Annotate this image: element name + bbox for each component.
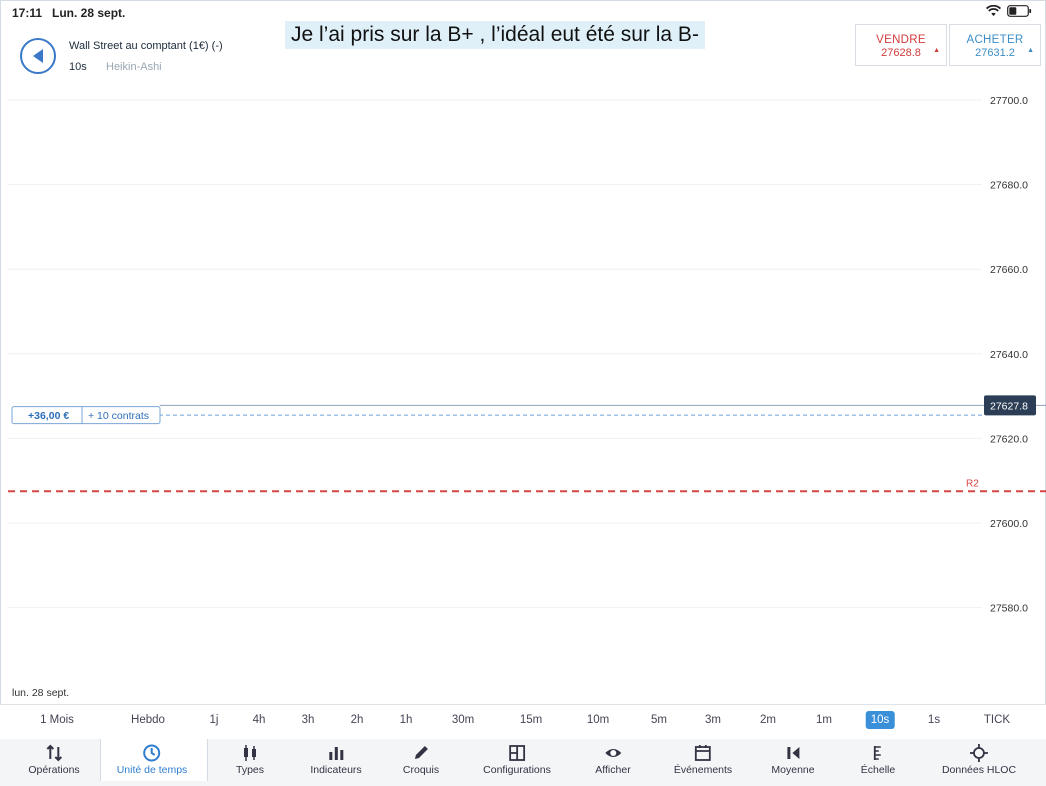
status-icons [986, 5, 1032, 17]
status-time: 17:11 [12, 6, 43, 20]
toolbar-scale-button[interactable]: Échelle [861, 739, 895, 781]
chart-period: 10s [69, 61, 87, 73]
timeframe-2h[interactable]: 2h [350, 714, 364, 726]
back-button[interactable] [20, 38, 56, 74]
toolbar-label: Moyenne [771, 764, 815, 776]
wifi-icon [986, 5, 1001, 16]
position-contracts: + 10 contrats [88, 410, 149, 422]
toolbar-eye-button[interactable]: Afficher [595, 739, 631, 781]
sort-arrows-icon [46, 744, 62, 762]
price-tick-label: 27680.0 [990, 180, 1028, 192]
sell-price: 27628.8 [881, 47, 921, 59]
r2-label: R2 [966, 478, 979, 489]
toolbar-bars-button[interactable]: Indicateurs [310, 739, 362, 781]
bars-icon [329, 747, 343, 760]
triangle-up-icon: ▲ [933, 47, 940, 54]
sell-button[interactable]: VENDRE 27628.8 ▲ [855, 24, 947, 66]
eye-icon [604, 749, 621, 757]
chart-grid [8, 99, 982, 609]
timeframe-30m[interactable]: 30m [451, 714, 475, 726]
crosshair-icon [970, 744, 988, 762]
price-tick-label: 27700.0 [990, 95, 1028, 107]
pencil-icon [415, 746, 428, 759]
toolbar-candles-button[interactable]: Types [236, 739, 264, 781]
toolbar-average-button[interactable]: Moyenne [771, 739, 815, 781]
toolbar-label: Croquis [402, 764, 440, 776]
price-tick-label: 27580.0 [990, 603, 1028, 615]
layout-icon [509, 745, 525, 761]
timeframe-10m[interactable]: 10m [586, 714, 610, 726]
toolbar-label: Types [235, 764, 265, 776]
toolbar-label: Unité de temps [116, 764, 188, 776]
toolbar-clock-button[interactable]: Unité de temps [116, 739, 188, 781]
horizontal-levels: R2 [8, 404, 1046, 493]
toolbar-crosshair-button[interactable]: Données HLOC [942, 739, 1016, 781]
sell-label: VENDRE [876, 34, 926, 46]
candles-icon [243, 745, 256, 761]
timeframe-tick[interactable]: TICK [983, 714, 1011, 726]
price-tick-label: 27620.0 [990, 433, 1028, 445]
toolbar-label: Opérations [28, 764, 80, 776]
instrument-name: Wall Street au comptant (1€) (-) [69, 40, 223, 52]
toolbar-sort-arrows-button[interactable]: Opérations [28, 739, 80, 781]
toolbar-label: Échelle [860, 764, 896, 776]
toolbar-layout-button[interactable]: Configurations [483, 739, 551, 781]
scale-icon [874, 746, 881, 760]
timeframe-1j[interactable]: 1j [209, 714, 219, 726]
current-price-label: 27627.8 [990, 400, 1028, 412]
timeframe-1m[interactable]: 1m [816, 714, 832, 726]
timeframe-15m[interactable]: 15m [519, 714, 543, 726]
toolbar-label: Événements [673, 764, 733, 776]
calendar-icon [695, 745, 711, 761]
position-pnl: +36,00 € [28, 410, 69, 422]
toolbar-label: Données HLOC [941, 764, 1017, 776]
price-tick-label: 27640.0 [990, 349, 1028, 361]
price-tick-label: 27660.0 [990, 264, 1028, 276]
timeframe-5m[interactable]: 5m [651, 714, 667, 726]
status-bar: 17:11 Lun. 28 sept. [0, 0, 1046, 24]
timeframe-2m[interactable]: 2m [760, 714, 776, 726]
timeframe-10s[interactable]: 10s [865, 711, 895, 729]
buy-label: ACHETER [966, 34, 1024, 46]
status-date: Lun. 28 sept. [52, 6, 126, 20]
bottom-toolbar: Opérations Unité de temps Types Indicateurs… [0, 739, 1046, 786]
buy-price: 27631.2 [975, 47, 1015, 59]
chevron-left-icon [33, 49, 43, 63]
toolbar-label: Configurations [483, 764, 551, 776]
timeframe-1s[interactable]: 1s [927, 714, 941, 726]
timeframe-1h[interactable]: 1h [399, 714, 413, 726]
timeframe-4h[interactable]: 4h [252, 714, 266, 726]
buy-button[interactable]: ACHETER 27631.2 ▲ [949, 24, 1041, 66]
position-box [11, 406, 161, 425]
timeframe-bar: 1 Mois Hebdo 1j 4h 3h 2h 1h 30m 15m 10m 5m 3m 2m 1m 10… [0, 704, 1046, 740]
toolbar-pencil-button[interactable]: Croquis [403, 739, 439, 781]
timeframe-3m[interactable]: 3m [705, 714, 721, 726]
chart-overlay: +36,00 € + 10 contrats [11, 406, 161, 425]
price-axis: 27580.0 27600.0 27620.0 27640.0 27660.0 27680… [984, 95, 1036, 615]
toolbar-label: Afficher [595, 764, 631, 776]
average-icon [786, 747, 799, 759]
annotation-note: Je l’ai pris sur la B+ , l’idéal eut été… [285, 21, 705, 49]
chart-type-label: Heikin-Ashi [106, 61, 162, 73]
time-axis-date: lun. 28 sept. [12, 687, 69, 699]
time-axis: lun. 28 sept.16:2516:3016:3516:4016:4516… [12, 687, 69, 699]
timeframe-3h[interactable]: 3h [301, 714, 315, 726]
toolbar-label: Indicateurs [310, 764, 362, 776]
toolbar-calendar-button[interactable]: Événements [674, 739, 732, 781]
timeframe-1-mois[interactable]: 1 Mois [40, 714, 74, 726]
clock-icon [143, 744, 161, 762]
triangle-up-icon: ▲ [1027, 47, 1034, 54]
price-chart[interactable]: R2 +36,00 € + 10 contrats 27580.027600.02… [0, 70, 1046, 704]
timeframe-hebdo[interactable]: Hebdo [131, 714, 165, 726]
battery-icon [1007, 5, 1032, 17]
current-price-tag [984, 395, 1036, 416]
price-tick-label: 27600.0 [990, 518, 1028, 530]
